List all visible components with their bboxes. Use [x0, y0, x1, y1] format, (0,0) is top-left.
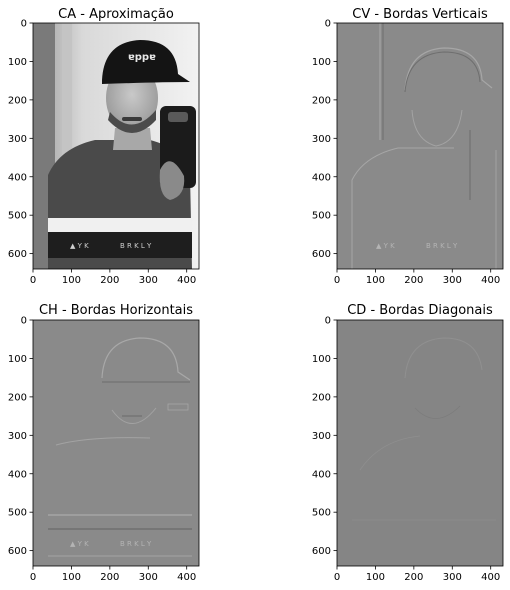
y-tick-label: 0 [325, 19, 331, 30]
y-tick-label: 100 [8, 354, 27, 365]
x-tick-label: 200 [100, 572, 119, 583]
y-tick-label: 600 [312, 249, 331, 260]
svg-text:B R K L Y: B R K L Y [120, 540, 152, 548]
panel-cv-axes: 0 100 200 300 400 0 100 200 300 400 500 600 [312, 19, 500, 287]
x-tick-label: 100 [62, 572, 81, 583]
y-tick-label: 600 [312, 546, 331, 557]
y-tick-label: 200 [312, 392, 331, 403]
panel-cd-image [337, 320, 503, 566]
x-tick-label: 200 [100, 275, 119, 286]
panel-ca-axes: 0 100 200 300 400 0 100 200 300 400 500 600 [8, 19, 196, 287]
svg-text:▲ Y K: ▲ Y K [376, 242, 395, 250]
y-tick-label: 100 [312, 57, 331, 68]
y-tick-label: 400 [312, 469, 331, 480]
panel-ca: CA - Aproximação ▲ Y K B R K L Y ɐppɐ [8, 7, 200, 287]
x-tick-label: 100 [366, 275, 385, 286]
x-tick-label: 300 [139, 275, 158, 286]
y-tick-label: 500 [8, 508, 27, 519]
y-tick-label: 0 [21, 316, 27, 327]
y-tick-label: 500 [312, 508, 331, 519]
panel-ca-image: ▲ Y K B R K L Y ɐppɐ [33, 23, 199, 269]
x-tick-label: 0 [30, 275, 36, 286]
panel-ch-axes: 0 100 200 300 400 0 100 200 300 400 500 600 [8, 316, 196, 584]
panel-cd: CD - Bordas Diagonais 0 100 200 300 400 0 100 2… [312, 303, 504, 584]
x-tick-label: 400 [481, 572, 500, 583]
y-tick-label: 400 [312, 172, 331, 183]
y-tick-label: 0 [325, 316, 331, 327]
svg-text:▲ Y K: ▲ Y K [70, 242, 89, 250]
svg-text:B R K L Y: B R K L Y [426, 242, 458, 250]
y-tick-label: 0 [21, 19, 27, 30]
x-tick-label: 100 [366, 572, 385, 583]
y-tick-label: 100 [8, 57, 27, 68]
y-tick-label: 300 [312, 134, 331, 145]
panel-ca-title: CA - Aproximação [58, 7, 174, 22]
panel-ca-frame [32, 22, 200, 270]
svg-text:B R K L Y: B R K L Y [120, 242, 152, 250]
x-tick-label: 0 [334, 275, 340, 286]
y-tick-label: 100 [312, 354, 331, 365]
x-tick-label: 400 [481, 275, 500, 286]
y-tick-label: 400 [8, 469, 27, 480]
panel-cv-title: CV - Bordas Verticais [352, 7, 488, 22]
y-tick-label: 200 [312, 95, 331, 106]
y-tick-label: 200 [8, 95, 27, 106]
y-tick-label: 300 [8, 134, 27, 145]
svg-text:ɐppɐ: ɐppɐ [128, 52, 156, 63]
y-tick-label: 400 [8, 172, 27, 183]
x-tick-label: 100 [62, 275, 81, 286]
panel-cv: CV - Bordas Verticais ▲ Y K B R K L Y 0 10… [312, 7, 504, 287]
x-tick-label: 0 [334, 572, 340, 583]
x-tick-label: 300 [443, 275, 462, 286]
panel-cv-image: ▲ Y K B R K L Y [337, 23, 503, 269]
x-tick-label: 200 [404, 275, 423, 286]
x-tick-label: 300 [139, 572, 158, 583]
panel-ch-frame [32, 319, 200, 567]
x-tick-label: 200 [404, 572, 423, 583]
y-tick-label: 600 [8, 249, 27, 260]
x-tick-label: 300 [443, 572, 462, 583]
panel-cd-title: CD - Bordas Diagonais [347, 303, 493, 318]
y-tick-label: 300 [312, 431, 331, 442]
panel-ch: CH - Bordas Horizontais ▲ Y K B R K L Y 0… [8, 303, 200, 584]
y-tick-label: 500 [312, 211, 331, 222]
x-tick-label: 400 [177, 275, 196, 286]
panel-ch-title: CH - Bordas Horizontais [39, 303, 193, 318]
y-tick-label: 200 [8, 392, 27, 403]
panel-cv-frame [336, 22, 504, 270]
panel-cd-axes: 0 100 200 300 400 0 100 200 300 400 500 600 [312, 316, 500, 584]
panel-ch-image: ▲ Y K B R K L Y [33, 320, 199, 566]
x-tick-label: 400 [177, 572, 196, 583]
panel-cd-frame [336, 319, 504, 567]
y-tick-label: 600 [8, 546, 27, 557]
svg-text:▲ Y K: ▲ Y K [70, 540, 89, 548]
y-tick-label: 500 [8, 211, 27, 222]
x-tick-label: 0 [30, 572, 36, 583]
y-tick-label: 300 [8, 431, 27, 442]
